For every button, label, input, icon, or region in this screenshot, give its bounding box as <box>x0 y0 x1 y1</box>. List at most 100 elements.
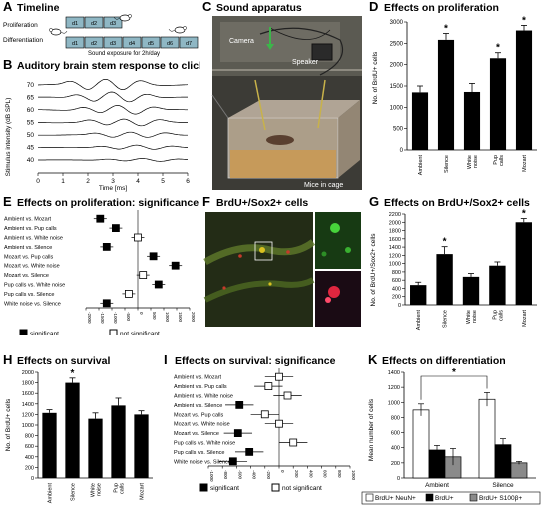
y-tick-label: 200 <box>392 295 401 301</box>
differentiation-day-box <box>179 36 199 49</box>
x-tick-label: -800 <box>223 470 228 480</box>
x-tick-label: 1500 <box>178 312 183 323</box>
abr-y-ticks: 70 65 60 55 50 45 40 <box>27 82 35 164</box>
mouse-icon <box>49 28 68 36</box>
y-tick-label: 2200 <box>389 212 401 218</box>
bar <box>463 91 481 150</box>
differentiation-day-box <box>103 36 123 49</box>
bar <box>134 414 149 478</box>
proliferation-significance-plot: E Effects on proliferation: significance… <box>3 194 199 338</box>
panel-c: C Sound apparatus Camera Speaker Mice in… <box>200 0 365 192</box>
difference-marker <box>102 243 111 251</box>
x-tick-label: 800 <box>337 470 342 478</box>
bar <box>515 222 532 305</box>
x-tick-label: 0 <box>139 312 144 315</box>
category-label-line: Pup <box>114 483 120 493</box>
legend-not-significant-swatch <box>271 483 280 492</box>
y-tick-label: 1000 <box>390 105 404 111</box>
y-tick-label: 800 <box>392 270 401 276</box>
abr-y-label: Stimulus intensity (dB SPL) <box>5 98 12 177</box>
y-tick-label: 2000 <box>390 63 404 69</box>
significance-star: * <box>522 15 526 26</box>
significance-star: * <box>452 367 456 378</box>
sound-exposure-caption: Sound exposure for 2h/day <box>88 51 160 57</box>
brdu-sox2-bar-chart: G Effects on BrdU+/Sox2+ cells No. of Br… <box>369 194 537 331</box>
speaker-label: Speaker <box>292 59 319 66</box>
difference-marker <box>96 214 105 223</box>
significance-star: * <box>444 24 448 35</box>
difference-marker <box>260 410 269 419</box>
panel-f: F BrdU+/Sox2+ cells <box>200 192 365 335</box>
abr-x-tick-label: 6 <box>186 178 190 185</box>
y-tick-label: 400 <box>25 455 34 461</box>
y-tick-label: 1600 <box>22 391 34 397</box>
panel-a-svg: A Timeline Proliferation Differentiation… <box>3 0 199 57</box>
x-tick-label: 500 <box>152 312 157 320</box>
y-tick-label: 400 <box>392 286 401 292</box>
y-tick-label: 1200 <box>389 253 401 259</box>
abr-x-label: Time [ms] <box>99 185 127 192</box>
y-tick-label: 2000 <box>22 370 34 376</box>
bar <box>410 285 427 305</box>
abr-x-ticks: 0 1 2 3 4 5 6 <box>36 173 190 185</box>
panel-a: A Timeline Proliferation Differentiation… <box>0 0 200 60</box>
category-label: Ambient <box>416 310 422 331</box>
bar <box>478 398 496 479</box>
abr-y-tick-label: 50 <box>27 132 35 139</box>
panel-k-letter: K <box>368 352 378 367</box>
x-tick-label: 1000 <box>351 470 356 481</box>
category-label: Whitenoise <box>466 310 478 324</box>
legend-not-significant-label: not significant <box>282 485 322 492</box>
panel-c-svg: C Sound apparatus Camera Speaker Mice in… <box>202 0 362 190</box>
bar <box>437 39 455 150</box>
difference-marker <box>264 382 273 390</box>
significance-star: * <box>522 209 526 220</box>
panel-k-title: Effects on differentiation <box>382 355 506 367</box>
category-label: Pupcalls <box>114 483 126 494</box>
legend-swatch <box>365 493 374 502</box>
category-label-line: White <box>91 483 97 497</box>
panel-d: D Effects on proliferation No. of BrdU+ … <box>365 0 542 192</box>
x-tick-label: -2000 <box>87 312 92 324</box>
panel-d-title: Effects on proliferation <box>384 2 499 14</box>
legend-label: BrdU+ NeuN+ <box>375 495 416 502</box>
sound-apparatus-photo <box>211 16 362 190</box>
legend-significant-label: significant <box>30 331 59 335</box>
y-tick-label: 600 <box>25 444 34 450</box>
panel-g-title: Effects on BrdU+/Sox2+ cells <box>384 197 530 209</box>
differentiation-y-label: Mean number of cells <box>368 398 375 461</box>
differentiation-day-box <box>160 36 180 49</box>
category-label: Ambient <box>418 155 424 176</box>
category-label-line: Pup <box>493 155 499 165</box>
panel-c-title: Sound apparatus <box>216 2 302 14</box>
survival-y-label: No. of BrdU+ cells <box>5 398 12 451</box>
significance-star: * <box>496 43 500 54</box>
difference-marker <box>275 419 283 428</box>
legend-significant-label: significant <box>210 485 239 492</box>
category-label-line: noise <box>472 310 478 323</box>
survival-bar-chart: H Effects on survival No. of BrdU+ cells… <box>3 352 153 503</box>
panel-k: K Effects on differentiation Mean number… <box>360 350 542 509</box>
abr-y-tick-label: 65 <box>27 95 35 102</box>
row-differentiation-label: Differentiation <box>3 37 43 44</box>
camera-arrow-head <box>266 44 274 50</box>
camera-label: Camera <box>229 38 254 45</box>
panel-g: G Effects on BrdU+/Sox2+ cells No. of Br… <box>365 192 542 335</box>
abr-y-tick-label: 55 <box>27 120 35 127</box>
mouse-icon <box>168 26 187 34</box>
panel-c-letter: C <box>202 0 212 14</box>
y-tick-label: 800 <box>25 434 34 440</box>
y-tick-label: 2500 <box>390 41 404 47</box>
abr-waveform <box>37 78 189 90</box>
x-tick-label: -1000 <box>113 312 118 324</box>
comparison-label: Ambient vs. White noise <box>4 236 63 242</box>
y-tick-label: 0 <box>397 476 400 482</box>
proliferation-y-label: No. of BrdU+ cells <box>372 51 379 104</box>
difference-marker <box>149 252 158 261</box>
panel-a-letter: A <box>3 0 13 14</box>
green-channel-inset <box>315 212 361 269</box>
abr-y-tick-label: 70 <box>27 82 35 89</box>
comparison-label: Mozart vs. White noise <box>174 422 230 428</box>
y-tick-label: 1600 <box>389 237 401 243</box>
category-label: Silence <box>71 483 77 501</box>
